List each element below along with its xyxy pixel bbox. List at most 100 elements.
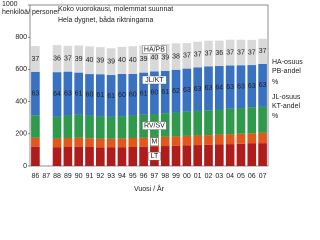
bar-segment [193,145,203,166]
bar-segment [171,43,181,70]
legend-box [142,45,167,54]
annotation: JL-osuus [272,94,301,101]
bar-segment [150,71,159,114]
bar-segment [204,110,213,136]
bar-segment [139,45,148,73]
bar-segment [214,40,224,67]
share-label: 36 [215,50,223,57]
annotation: % [272,113,278,120]
bar-segment [52,147,62,166]
bar-segment [236,108,246,134]
y-tick-label: 400 [15,98,27,105]
bar-segment [182,111,192,136]
bar-segment [85,46,94,75]
bar-segment [204,40,213,67]
share-label: 40 [129,57,137,64]
share-label: 62 [172,88,180,95]
x-tick-label: 96 [140,173,148,180]
share-label: 39 [140,56,148,63]
bar-segment [85,147,94,166]
bar-segment [74,137,84,147]
bar-segment [171,136,181,146]
bar-segment [74,114,84,138]
bar-segment [214,144,224,166]
share-label: 63 [64,90,72,97]
x-tick-label: 05 [237,173,245,180]
bar-segment [139,146,148,166]
y-tick-label: 0 [23,163,27,170]
legend-box [148,151,161,161]
legend-label: HA/PB [144,46,165,53]
legend-label: RV/SV [144,122,165,129]
share-label: 63 [237,83,245,90]
bar-segment [74,146,84,166]
share-label: 40 [86,57,94,64]
bar-segment [258,106,267,133]
chart-title: Koko vuorokausi, molemmat suunnat [58,6,173,13]
share-label: 39 [161,54,169,61]
share-label: 61 [75,91,83,98]
x-tick-label: 02 [205,173,213,180]
annotation: PB-andel [272,68,301,75]
x-tick-label: 06 [248,173,256,180]
bar-segment [128,46,138,74]
legend-label: JL/KT [145,77,164,84]
share-label: 60 [129,92,137,99]
bar-segment [63,115,73,138]
bar-segment [225,108,235,135]
bar-segment [106,116,116,139]
x-tick-label: 97 [151,173,159,180]
bar-segment [225,144,235,166]
bar-segment [204,144,213,166]
bar-segment [52,116,62,139]
bar-segment [204,135,213,145]
bar-segment [31,146,40,166]
bar-segment [258,132,267,144]
x-tick-label: 99 [172,173,180,180]
bar-segment [139,72,148,115]
bar-segment [236,65,246,109]
bar-segment [117,116,127,139]
bar-segment [128,115,138,138]
x-tick-label: 92 [96,173,104,180]
chart-subtitle: Hela dygnet, båda riktningarna [58,16,153,24]
bar-segment [258,38,267,64]
share-label: 60 [151,90,159,97]
bar-segment [31,71,40,116]
share-label: 63 [194,86,202,93]
bar-segment [182,145,192,166]
bar-segment [63,147,73,166]
share-label: 37 [226,49,234,56]
bar-segment [139,137,148,147]
bar-segment [171,145,181,166]
share-label: 63 [183,87,191,94]
y-tick-label: 1000 [2,1,18,8]
bar-segment [247,39,257,66]
bar-segment [63,71,73,116]
x-axis-label: Vuosi / År [134,184,165,193]
bar-segment [63,45,73,72]
share-label: 61 [161,89,169,96]
bar-segment [106,48,116,76]
bar-segment [74,45,84,73]
bar-segment [247,107,257,134]
share-label: 37 [259,48,267,55]
y-tick-label: 200 [15,131,27,138]
bar-segment [150,44,159,72]
bar-segment [160,136,170,147]
bar-segment [95,47,105,75]
share-label: 36 [53,55,61,62]
bar-segment [193,41,203,68]
bar-segment [106,75,116,117]
x-tick-label: 95 [129,173,137,180]
x-tick-label: 87 [42,173,50,180]
bar-segment [95,74,105,117]
legend-label: LT [151,153,159,160]
share-label: 63 [205,85,213,92]
annotation: HA-osuus [272,59,303,66]
share-label: 37 [64,56,72,63]
bar-segment [74,72,84,115]
y-tick-label: 600 [15,66,27,73]
share-label: 60 [118,92,126,99]
x-tick-label: 93 [107,173,115,180]
